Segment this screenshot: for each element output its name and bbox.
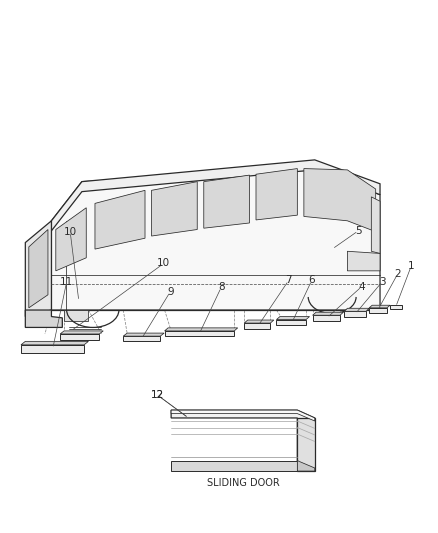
Polygon shape	[369, 305, 390, 308]
Polygon shape	[297, 461, 315, 471]
Text: 2: 2	[394, 269, 401, 279]
Polygon shape	[171, 461, 297, 471]
Polygon shape	[390, 305, 402, 309]
Text: 11: 11	[60, 277, 73, 287]
Polygon shape	[152, 182, 197, 236]
Polygon shape	[25, 221, 51, 317]
Polygon shape	[347, 251, 380, 271]
Polygon shape	[297, 418, 315, 471]
Polygon shape	[204, 175, 250, 228]
Polygon shape	[276, 320, 306, 325]
Polygon shape	[244, 320, 274, 323]
Polygon shape	[171, 410, 315, 421]
Text: 12: 12	[151, 390, 164, 400]
Polygon shape	[344, 311, 366, 317]
Text: 12: 12	[151, 390, 164, 400]
Polygon shape	[344, 308, 369, 311]
Text: 10: 10	[157, 259, 170, 269]
Text: 10: 10	[64, 227, 77, 237]
Polygon shape	[171, 410, 315, 471]
Polygon shape	[60, 334, 99, 340]
Polygon shape	[60, 331, 103, 334]
Text: 1: 1	[408, 261, 415, 271]
Text: 7: 7	[285, 276, 292, 286]
Polygon shape	[64, 310, 88, 321]
Text: 8: 8	[218, 282, 225, 293]
Polygon shape	[371, 197, 380, 254]
Polygon shape	[313, 312, 343, 315]
Polygon shape	[369, 308, 387, 313]
Text: SLIDING DOOR: SLIDING DOOR	[207, 478, 279, 488]
Polygon shape	[21, 341, 88, 345]
Polygon shape	[304, 168, 376, 232]
Polygon shape	[276, 317, 310, 320]
Text: 4: 4	[358, 281, 365, 292]
Polygon shape	[123, 333, 164, 336]
Text: 3: 3	[379, 277, 385, 287]
Polygon shape	[165, 331, 234, 336]
Polygon shape	[25, 310, 62, 327]
Polygon shape	[51, 160, 380, 231]
Polygon shape	[256, 168, 297, 220]
Polygon shape	[165, 328, 238, 331]
Polygon shape	[313, 315, 340, 321]
Polygon shape	[21, 345, 84, 353]
Polygon shape	[51, 170, 380, 310]
Polygon shape	[56, 208, 86, 271]
Polygon shape	[95, 190, 145, 249]
Text: 5: 5	[355, 226, 362, 236]
Text: 9: 9	[167, 287, 173, 297]
Polygon shape	[244, 323, 270, 329]
Polygon shape	[29, 230, 48, 308]
Polygon shape	[123, 336, 160, 341]
Text: 6: 6	[308, 276, 315, 286]
